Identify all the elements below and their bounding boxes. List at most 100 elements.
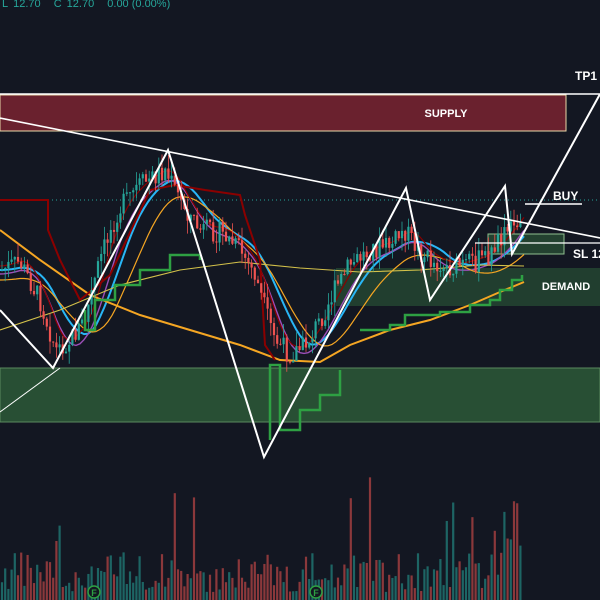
candle-body bbox=[269, 308, 272, 324]
volume-bar bbox=[208, 574, 212, 600]
candle-body bbox=[151, 171, 154, 179]
volume-bar bbox=[7, 588, 10, 600]
candle-body bbox=[295, 346, 298, 361]
volume-bar bbox=[141, 581, 144, 600]
volume-bar bbox=[304, 556, 308, 600]
volume-bar bbox=[375, 560, 378, 600]
volume-bar bbox=[260, 574, 263, 600]
volume-bar bbox=[135, 576, 138, 600]
candle-body bbox=[240, 240, 244, 254]
volume-bar bbox=[416, 553, 420, 600]
candle-body bbox=[157, 167, 160, 184]
candle-body bbox=[237, 238, 240, 241]
ema-cyan-line bbox=[0, 179, 525, 346]
volume-bar bbox=[42, 581, 45, 600]
candle-body bbox=[112, 229, 116, 232]
candle-body bbox=[394, 231, 397, 244]
volume-bar bbox=[199, 571, 202, 600]
volume-bar bbox=[228, 572, 231, 600]
volume-layer bbox=[0, 477, 522, 600]
candle-body bbox=[90, 290, 93, 305]
candle-layer bbox=[0, 154, 522, 372]
volume-bar bbox=[80, 585, 84, 600]
volume-bar bbox=[132, 582, 135, 600]
volume-bar bbox=[77, 577, 80, 600]
candle-body bbox=[426, 250, 429, 258]
candle-body bbox=[189, 214, 192, 221]
volume-bar bbox=[103, 572, 106, 600]
volume-bar bbox=[288, 591, 292, 600]
candle-body bbox=[45, 318, 48, 327]
svg-text:F: F bbox=[91, 588, 97, 598]
candle-body bbox=[125, 192, 128, 194]
candle-body bbox=[71, 329, 74, 345]
volume-bar bbox=[477, 563, 480, 600]
volume-bar bbox=[109, 555, 112, 600]
candle-body bbox=[468, 253, 471, 260]
volume-bar bbox=[496, 574, 500, 600]
candle-body bbox=[311, 338, 314, 343]
candle-body bbox=[375, 244, 378, 258]
candle-body bbox=[292, 360, 295, 363]
volume-bar bbox=[272, 585, 276, 600]
candle-body bbox=[276, 335, 279, 344]
volume-bar bbox=[455, 567, 458, 600]
volume-bar bbox=[218, 589, 221, 600]
volume-bar bbox=[231, 577, 234, 600]
volume-bar bbox=[423, 569, 426, 600]
volume-bar bbox=[461, 570, 464, 600]
candle-body bbox=[23, 264, 26, 269]
supertrend-red-line bbox=[0, 183, 276, 361]
candle-body bbox=[122, 193, 125, 214]
volume-bar bbox=[458, 561, 461, 600]
candle-body bbox=[349, 259, 352, 265]
volume-bar bbox=[356, 587, 359, 600]
volume-bar bbox=[13, 553, 16, 600]
candle-body bbox=[128, 192, 132, 194]
candle-body bbox=[400, 230, 404, 239]
demand-zone-label: DEMAND bbox=[542, 281, 590, 293]
volume-bar bbox=[205, 591, 208, 600]
volume-bar bbox=[202, 572, 205, 600]
volume-bar bbox=[253, 561, 256, 600]
candle-body bbox=[407, 226, 410, 241]
volume-bar bbox=[29, 567, 32, 600]
volume-bar bbox=[298, 581, 301, 600]
candle-body bbox=[455, 257, 458, 274]
volume-bar bbox=[106, 556, 109, 600]
volume-bar bbox=[378, 559, 381, 600]
candle-body bbox=[196, 215, 199, 229]
volume-bar bbox=[192, 497, 196, 600]
candle-body bbox=[39, 285, 42, 312]
candle-body bbox=[96, 261, 100, 278]
candle-body bbox=[253, 267, 256, 280]
volume-bar bbox=[128, 571, 132, 600]
supply-zone-label: SUPPLY bbox=[424, 108, 468, 120]
volume-bar bbox=[381, 562, 384, 600]
volume-bar bbox=[432, 569, 436, 600]
candle-body bbox=[340, 274, 343, 284]
volume-bar bbox=[55, 540, 58, 600]
candle-body bbox=[272, 323, 276, 336]
volume-bar bbox=[506, 538, 509, 600]
volume-bar bbox=[500, 552, 503, 600]
ohlc-readout: L 12.70 C 12.70 0.00 (0.00%) bbox=[2, 0, 175, 10]
volume-bar bbox=[180, 570, 183, 600]
candle-body bbox=[7, 261, 10, 269]
candle-body bbox=[471, 253, 474, 256]
candle-body bbox=[343, 274, 346, 276]
candle-body bbox=[484, 251, 487, 256]
earnings-marker[interactable]: F bbox=[87, 585, 101, 599]
volume-bar bbox=[183, 586, 186, 600]
candle-body bbox=[420, 245, 423, 263]
volume-bar bbox=[87, 573, 90, 600]
volume-bar bbox=[388, 574, 391, 600]
volume-bar bbox=[173, 493, 176, 600]
volume-bar bbox=[160, 554, 164, 600]
volume-bar bbox=[212, 591, 215, 600]
volume-bar bbox=[324, 578, 327, 600]
earnings-marker[interactable]: F bbox=[309, 585, 323, 599]
candle-body bbox=[458, 257, 461, 266]
candle-body bbox=[298, 346, 301, 351]
